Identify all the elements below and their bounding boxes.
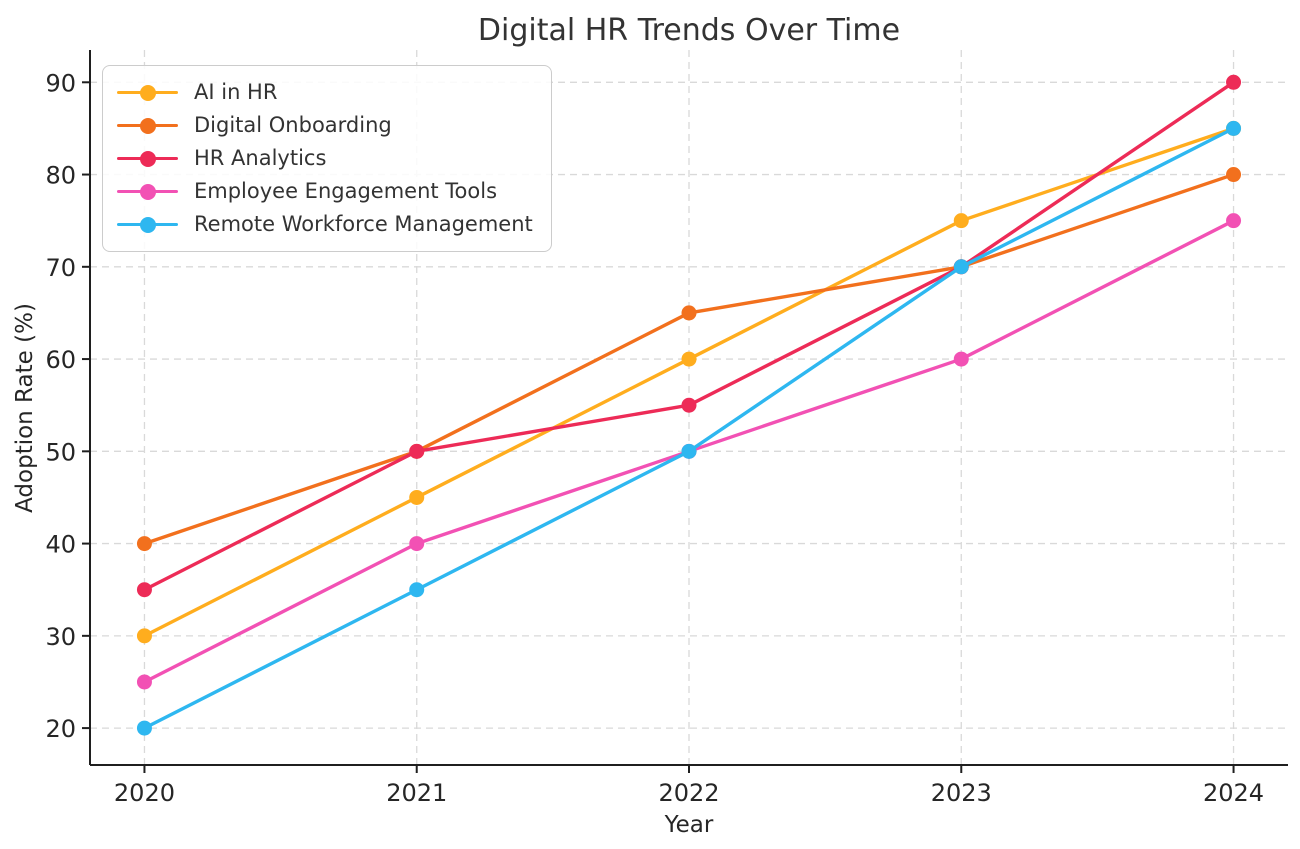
marker-employee-engagement-tools-2023 [953, 351, 969, 367]
legend-item-remote-workforce-management: Remote Workforce Management [117, 208, 533, 241]
legend-item-ai-in-hr: AI in HR [117, 76, 533, 109]
legend-swatch-icon [117, 117, 178, 134]
y-tick-label-20: 20 [45, 715, 76, 743]
x-tick-label-2023: 2023 [931, 779, 992, 807]
y-tick-label-80: 80 [45, 162, 76, 190]
marker-remote-workforce-management-2022 [681, 443, 697, 459]
legend-item-label: Digital Onboarding [194, 113, 392, 137]
y-tick-label-90: 90 [45, 69, 76, 97]
marker-ai-in-hr-2021 [409, 489, 425, 505]
x-tick-label-2020: 2020 [114, 779, 175, 807]
legend-item-label: HR Analytics [194, 146, 327, 170]
marker-employee-engagement-tools-2024 [1226, 213, 1242, 229]
grid-layer [90, 50, 1288, 765]
legend-swatch-icon [117, 183, 178, 200]
legend-item-label: AI in HR [194, 80, 278, 104]
marker-ai-in-hr-2020 [136, 628, 152, 644]
legend-marker-icon [139, 117, 156, 134]
marker-remote-workforce-management-2024 [1226, 120, 1242, 136]
legend-marker-icon [139, 183, 156, 200]
legend: AI in HR Digital Onboarding HR Analytics Em… [102, 65, 552, 252]
legend-swatch-icon [117, 84, 178, 101]
marker-remote-workforce-management-2023 [953, 259, 969, 275]
x-tick-label-2024: 2024 [1203, 779, 1264, 807]
legend-item-label: Remote Workforce Management [194, 212, 533, 236]
legend-marker-icon [139, 84, 156, 101]
legend-marker-icon [139, 150, 156, 167]
x-tick-label-2021: 2021 [386, 779, 447, 807]
y-tick-label-40: 40 [45, 531, 76, 559]
marker-remote-workforce-management-2020 [136, 720, 152, 736]
marker-ai-in-hr-2022 [681, 351, 697, 367]
y-tick-label-60: 60 [45, 346, 76, 374]
axis-layer: 2020 2021 2022 2023 2024 20 30 40 50 60 70 80 90 [45, 50, 1288, 807]
marker-ai-in-hr-2023 [953, 213, 969, 229]
legend-item-label: Employee Engagement Tools [194, 179, 498, 203]
series-layer [136, 74, 1242, 736]
legend-marker-icon [139, 216, 156, 233]
marker-hr-analytics-2024 [1226, 74, 1242, 90]
legend-swatch-icon [117, 150, 178, 167]
chart-title: Digital HR Trends Over Time [478, 13, 900, 48]
legend-item-digital-onboarding: Digital Onboarding [117, 109, 533, 142]
marker-digital-onboarding-2022 [681, 305, 697, 321]
marker-hr-analytics-2022 [681, 397, 697, 413]
marker-remote-workforce-management-2021 [409, 582, 425, 598]
marker-employee-engagement-tools-2021 [409, 536, 425, 552]
marker-digital-onboarding-2020 [136, 536, 152, 552]
y-tick-label-70: 70 [45, 254, 76, 282]
x-axis-label: Year [664, 812, 714, 838]
y-tick-label-30: 30 [45, 623, 76, 651]
marker-hr-analytics-2020 [136, 582, 152, 598]
marker-employee-engagement-tools-2020 [136, 674, 152, 690]
y-tick-label-50: 50 [45, 438, 76, 466]
legend-item-hr-analytics: HR Analytics [117, 142, 533, 175]
x-tick-label-2022: 2022 [658, 779, 719, 807]
y-axis-label: Adoption Rate (%) [12, 303, 38, 513]
marker-hr-analytics-2021 [409, 443, 425, 459]
legend-item-employee-engagement-tools: Employee Engagement Tools [117, 175, 533, 208]
marker-digital-onboarding-2024 [1226, 167, 1242, 183]
legend-swatch-icon [117, 216, 178, 233]
